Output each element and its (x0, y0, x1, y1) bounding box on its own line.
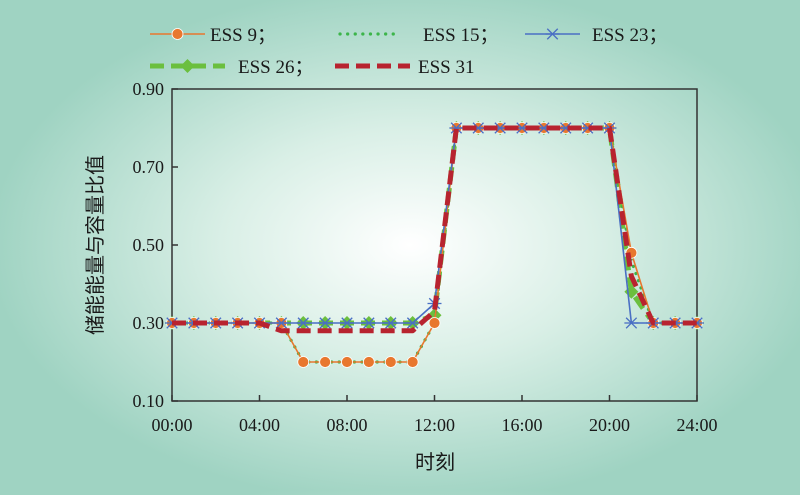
series-3-point (361, 317, 376, 329)
series-1-point (406, 356, 419, 368)
y-tick-label: 0.30 (133, 313, 165, 333)
x-tick-label: 16:00 (501, 415, 542, 435)
series-3-point (449, 122, 464, 134)
asterisk-stroke (385, 317, 397, 329)
asterisk-stroke (275, 317, 288, 329)
x-tick-label: 00:00 (151, 415, 192, 435)
asterisk-stroke (341, 317, 353, 329)
series-3-point (405, 317, 420, 329)
axes: 00:00 04:00 08:00 12:00 16:00 20:00 24:00 0.10 0… (133, 79, 718, 435)
asterisk-stroke (691, 317, 703, 329)
x-tick-label: 24:00 (676, 415, 717, 435)
series-3-point (340, 317, 354, 329)
series-1-point (319, 356, 332, 368)
legend-label: ESS 23； (592, 25, 668, 46)
plot-frame (171, 88, 698, 402)
asterisk-stroke (581, 122, 594, 134)
legend-item: ESS 15； (338, 25, 499, 46)
legend-marker (545, 28, 560, 40)
asterisk-stroke (625, 317, 638, 329)
x-tick-label: 20:00 (589, 415, 630, 435)
asterisk-stroke (319, 317, 331, 329)
y-axis-title: 储能能量与容量比值 (84, 155, 107, 335)
asterisk-stroke (363, 317, 375, 329)
x-axis-title: 时刻 (415, 451, 455, 474)
legend-label: ESS 26； (238, 57, 314, 78)
asterisk-stroke (516, 122, 528, 134)
series-3-point (624, 317, 639, 329)
series-1-point (341, 356, 353, 368)
legend-label: ESS 31 (418, 57, 475, 78)
legend-item: ESS 9； (150, 25, 276, 46)
series-3-point (383, 317, 398, 329)
series-3-point (296, 317, 311, 329)
asterisk-stroke (406, 317, 419, 329)
series-5-line (172, 125, 697, 334)
x-tick-label: 08:00 (326, 415, 367, 435)
legend: ESS 9； ESS 15； ESS 23； ESS 26； ESS 31 (150, 25, 668, 78)
asterisk-stroke (546, 28, 559, 40)
series-3-point (274, 317, 289, 329)
asterisk-stroke (472, 122, 484, 134)
series-1-point (428, 317, 441, 329)
series-1-point (297, 356, 310, 368)
plot-area (165, 121, 704, 368)
legend-label: ESS 15； (423, 25, 499, 46)
x-tick-label: 12:00 (414, 415, 455, 435)
legend-item: ESS 31 (335, 57, 475, 78)
legend-label: ESS 9； (210, 25, 276, 46)
asterisk-stroke (538, 122, 550, 134)
series-1-point (384, 356, 397, 368)
legend-item: ESS 23； (525, 25, 668, 46)
series-5 (172, 125, 697, 334)
y-tick-label: 0.90 (133, 79, 165, 99)
legend-marker (171, 28, 184, 40)
asterisk-stroke (560, 122, 572, 134)
asterisk-stroke (494, 122, 506, 134)
series-3-point (318, 317, 333, 329)
series-4-line (172, 125, 697, 326)
asterisk-stroke (297, 317, 309, 329)
y-tick-label: 0.50 (133, 235, 165, 255)
series-1-point (362, 356, 375, 368)
legend-marker (180, 59, 195, 73)
y-tick-label: 0.10 (133, 391, 165, 411)
asterisk-stroke (450, 122, 463, 134)
x-tick-label: 04:00 (239, 415, 280, 435)
legend-item: ESS 26； (150, 57, 314, 78)
y-tick-label: 0.70 (133, 157, 165, 177)
